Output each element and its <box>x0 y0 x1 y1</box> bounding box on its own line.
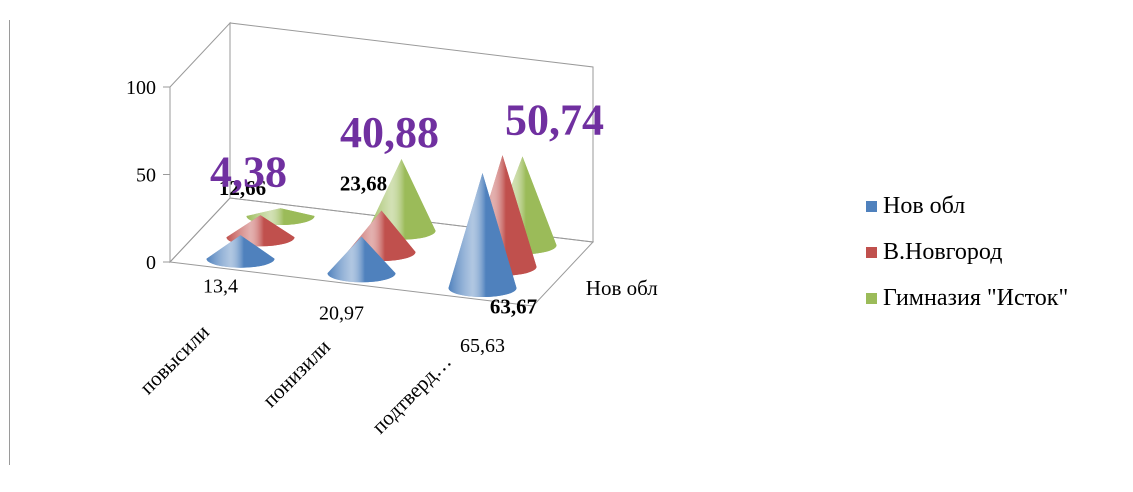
data-label-s0-c0: 13,4 <box>203 276 238 298</box>
y-tick-label-1: 50 <box>136 165 156 187</box>
legend-label-1: В.Новгород <box>883 239 1003 265</box>
data-label-s2-c1: 40,88 <box>340 108 439 157</box>
chart-frame-left-edge <box>9 20 10 465</box>
cone-s0-c0 <box>206 235 275 268</box>
category-axis: Нов обл повысили понизили подтверд… <box>135 276 658 438</box>
legend-swatch-0 <box>866 201 877 212</box>
category-label-1: понизили <box>258 335 335 412</box>
data-label-s1-c0: 12,66 <box>219 176 266 200</box>
data-labels: 13,4 20,97 65,63 12,66 23,68 63,67 4,38 40,88 50… <box>203 96 604 358</box>
legend-swatch-1 <box>866 247 877 258</box>
legend-label-0: Нов обл <box>883 193 966 219</box>
cone-s0-c2 <box>448 173 517 297</box>
data-label-s0-c2: 65,63 <box>460 335 505 357</box>
cone-s0-c1 <box>327 236 396 283</box>
data-label-s2-c2: 50,74 <box>505 96 604 145</box>
data-label-s1-c2: 63,67 <box>490 295 537 319</box>
data-label-s0-c1: 20,97 <box>319 302 364 324</box>
y-axis: 0 50 100 <box>126 77 170 274</box>
y-tick-label-2: 100 <box>126 77 156 99</box>
data-label-s1-c1: 23,68 <box>340 172 387 196</box>
legend-label-2: Гимназия "Исток" <box>883 285 1069 311</box>
cone-chart: 0 50 100 13,4 20,97 65,63 12,66 23,68 63,67 4,38… <box>126 21 658 438</box>
side-wall <box>169 21 231 264</box>
chart-cones <box>206 155 557 297</box>
category-label-0: повысили <box>135 320 214 399</box>
category-label-2: подтверд… <box>367 349 456 438</box>
depth-axis-label: Нов обл <box>586 276 658 300</box>
data-label-s2-c0: 4,38 <box>210 147 287 196</box>
y-tick-label-0: 0 <box>146 252 156 274</box>
legend-swatch-2 <box>866 293 877 304</box>
